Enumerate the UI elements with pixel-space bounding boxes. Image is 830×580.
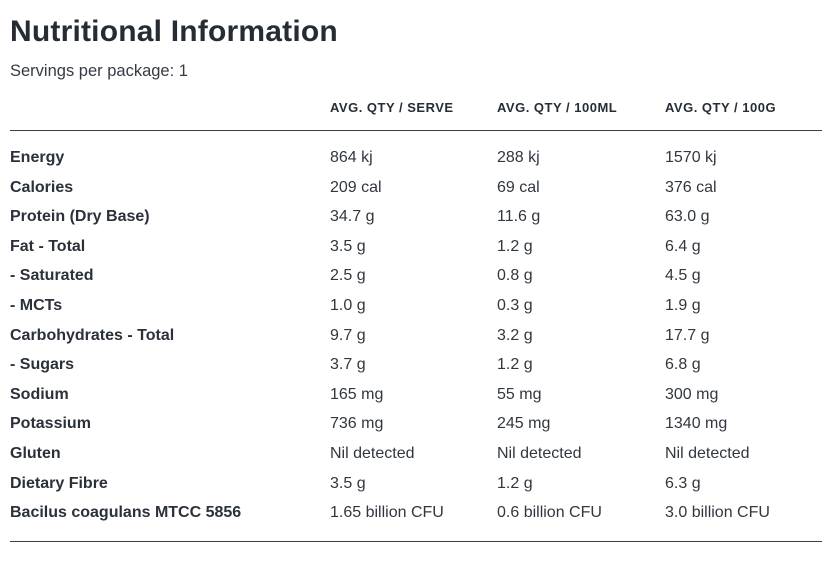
- value-per-100g: 6.8 g: [665, 356, 701, 374]
- value-per-100g: 17.7 g: [665, 326, 710, 344]
- value-per-100ml: 55 mg: [497, 385, 542, 403]
- table-row: Gluten Nil detected Nil detected Nil det…: [10, 439, 822, 469]
- value-per-serve: 2.5 g: [330, 267, 366, 285]
- column-header-per-serve: AVG. QTY / SERVE: [330, 96, 497, 131]
- nutrient-label: - Sugars: [10, 356, 75, 374]
- value-per-serve: Nil detected: [330, 444, 415, 462]
- value-per-100ml: 3.2 g: [497, 326, 533, 344]
- table-row: Dietary Fibre 3.5 g 1.2 g 6.3 g: [10, 469, 822, 499]
- table-row: - MCTs 1.0 g 0.3 g 1.9 g: [10, 291, 822, 321]
- value-per-100ml: 0.6 billion CFU: [497, 504, 602, 522]
- value-per-100ml: 1.2 g: [497, 356, 533, 374]
- servings-per-package: Servings per package: 1: [10, 62, 188, 80]
- value-per-100g: 6.3 g: [665, 474, 701, 492]
- table-row: - Saturated 2.5 g 0.8 g 4.5 g: [10, 261, 822, 291]
- value-per-serve: 3.5 g: [330, 237, 366, 255]
- value-per-100g: 6.4 g: [665, 237, 701, 255]
- table-row: - Sugars 3.7 g 1.2 g 6.8 g: [10, 350, 822, 380]
- value-per-100ml: 1.2 g: [497, 237, 533, 255]
- nutrient-label: - Saturated: [10, 267, 94, 285]
- nutrient-label: Calories: [10, 178, 74, 196]
- value-per-serve: 864 kj: [330, 149, 373, 166]
- value-per-serve: 34.7 g: [330, 208, 375, 226]
- value-per-100g: 3.0 billion CFU: [665, 504, 770, 522]
- value-per-100ml: 245 mg: [497, 415, 551, 433]
- value-per-100g: 4.5 g: [665, 267, 701, 285]
- value-per-serve: 3.7 g: [330, 356, 366, 374]
- page-title: Nutritional Information: [10, 15, 338, 48]
- value-per-100g: 1.9 g: [665, 296, 701, 314]
- value-per-100ml: 0.3 g: [497, 296, 533, 314]
- nutrient-label: Sodium: [10, 385, 69, 403]
- table-row: Potassium 736 mg 245 mg 1340 mg: [10, 409, 822, 439]
- value-per-100ml: Nil detected: [497, 444, 582, 462]
- table-header-row: AVG. QTY / SERVE AVG. QTY / 100ML AVG. Q…: [10, 96, 822, 131]
- value-per-100ml: 1.2 g: [497, 474, 533, 492]
- value-per-serve: 736 mg: [330, 415, 384, 433]
- nutrient-label: - MCTs: [10, 296, 63, 314]
- nutrient-label: Gluten: [10, 444, 61, 462]
- value-per-serve: 209 cal: [330, 178, 382, 196]
- value-per-serve: 3.5 g: [330, 474, 366, 492]
- value-per-serve: 1.65 billion CFU: [330, 504, 444, 522]
- column-header-per-100g: AVG. QTY / 100G: [665, 96, 822, 131]
- value-per-serve: 1.0 g: [330, 296, 366, 314]
- table-row: Carbohydrates - Total 9.7 g 3.2 g 17.7 g: [10, 321, 822, 351]
- value-per-100ml: 69 cal: [497, 178, 540, 196]
- value-per-100g: 300 mg: [665, 385, 719, 403]
- table-row: Fat - Total 3.5 g 1.2 g 6.4 g: [10, 232, 822, 262]
- empty-header-cell: [10, 96, 330, 131]
- value-per-100ml: 288 kj: [497, 149, 540, 166]
- value-per-100g: 63.0 g: [665, 208, 710, 226]
- nutrient-label: Carbohydrates - Total: [10, 326, 175, 344]
- value-per-100ml: 11.6 g: [497, 208, 541, 226]
- nutrient-label: Energy: [10, 149, 65, 166]
- nutrient-label: Protein (Dry Base): [10, 208, 150, 226]
- value-per-100g: 1340 mg: [665, 415, 728, 433]
- column-header-per-100ml: AVG. QTY / 100ML: [497, 96, 665, 131]
- nutrition-table: AVG. QTY / SERVE AVG. QTY / 100ML AVG. Q…: [10, 96, 822, 542]
- nutrient-label: Bacilus coagulans MTCC 5856: [10, 504, 242, 522]
- value-per-100g: 376 cal: [665, 178, 717, 196]
- value-per-100ml: 0.8 g: [497, 267, 533, 285]
- table-row: Sodium 165 mg 55 mg 300 mg: [10, 380, 822, 410]
- value-per-serve: 9.7 g: [330, 326, 366, 344]
- nutrient-label: Dietary Fibre: [10, 474, 108, 492]
- nutrient-label: Potassium: [10, 415, 91, 433]
- table-row: Bacilus coagulans MTCC 5856 1.65 billion…: [10, 498, 822, 541]
- value-per-100g: Nil detected: [665, 444, 750, 462]
- value-per-serve: 165 mg: [330, 385, 384, 403]
- value-per-100g: 1570 kj: [665, 149, 717, 166]
- nutrient-label: Fat - Total: [10, 237, 86, 255]
- table-row: Calories 209 cal 69 cal 376 cal: [10, 173, 822, 203]
- table-row: Energy 864 kj 288 kj 1570 kj: [10, 131, 822, 173]
- table-row: Protein (Dry Base) 34.7 g 11.6 g 63.0 g: [10, 202, 822, 232]
